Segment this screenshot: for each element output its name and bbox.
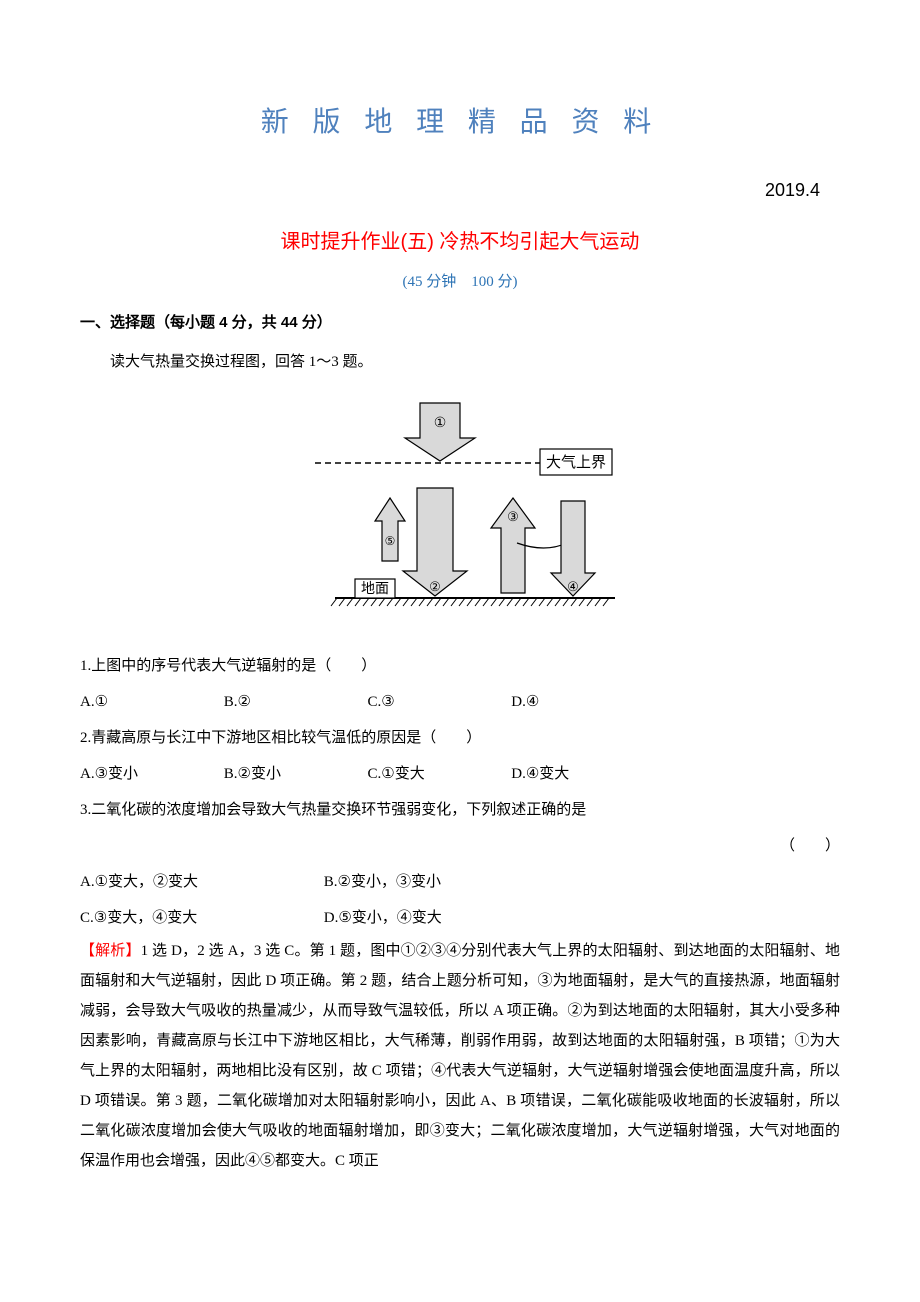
q3-option-c: C.③变大，④变大 bbox=[80, 900, 320, 936]
q3-option-d: D.⑤变小，④变大 bbox=[324, 900, 564, 936]
label-4: ④ bbox=[567, 579, 579, 594]
question-2-options: A.③变小 B.②变小 C.①变大 D.④变大 bbox=[80, 756, 840, 792]
q2-option-b: B.②变小 bbox=[224, 756, 364, 792]
lesson-duration: (45 分钟 100 分) bbox=[80, 270, 840, 291]
document-date: 2019.4 bbox=[80, 180, 840, 201]
label-2: ② bbox=[429, 579, 441, 594]
analysis-label: 【解析】 bbox=[80, 943, 141, 959]
q2-option-c: C.①变大 bbox=[368, 756, 508, 792]
page-root: 新 版 地 理 精 品 资 料 2019.4 课时提升作业(五) 冷热不均引起大… bbox=[0, 0, 920, 1236]
q2-option-d: D.④变大 bbox=[511, 756, 651, 792]
instruction-text: 读大气热量交换过程图，回答 1～3 题。 bbox=[80, 348, 840, 377]
q3-option-b: B.②变小，③变小 bbox=[324, 864, 564, 900]
label-ground: 地面 bbox=[361, 581, 389, 597]
question-3: 3.二氧化碳的浓度增加会导致大气热量交换环节强弱变化，下列叙述正确的是 bbox=[80, 792, 840, 828]
q3-option-a: A.①变大，②变大 bbox=[80, 864, 320, 900]
question-1-options: A.① B.② C.③ D.④ bbox=[80, 684, 840, 720]
lesson-title: 课时提升作业(五) 冷热不均引起大气运动 bbox=[80, 225, 840, 254]
label-3: ③ bbox=[507, 509, 519, 524]
label-upper-boundary: 大气上界 bbox=[546, 454, 606, 471]
q2-option-a: A.③变小 bbox=[80, 756, 220, 792]
question-3-paren: （ ） bbox=[80, 828, 840, 864]
label-5: ⑤ bbox=[385, 534, 396, 548]
question-2: 2.青藏高原与长江中下游地区相比较气温低的原因是（ ） bbox=[80, 720, 840, 756]
main-title: 新 版 地 理 精 品 资 料 bbox=[80, 100, 840, 140]
analysis-body: 1 选 D，2 选 A，3 选 C。第 1 题，图中①②③④分别代表大气上界的太… bbox=[80, 943, 840, 1169]
q1-option-d: D.④ bbox=[511, 684, 651, 720]
question-1: 1.上图中的序号代表大气逆辐射的是（ ） bbox=[80, 648, 840, 684]
question-3-options-row2: C.③变大，④变大 D.⑤变小，④变大 bbox=[80, 900, 840, 936]
section-heading: 一、选择题（每小题 4 分，共 44 分） bbox=[80, 311, 840, 332]
q1-option-c: C.③ bbox=[368, 684, 508, 720]
analysis-block: 【解析】1 选 D，2 选 A，3 选 C。第 1 题，图中①②③④分别代表大气… bbox=[80, 936, 840, 1176]
q1-option-a: A.① bbox=[80, 684, 220, 720]
question-3-options-row1: A.①变大，②变大 B.②变小，③变小 bbox=[80, 864, 840, 900]
q1-option-b: B.② bbox=[224, 684, 364, 720]
heat-exchange-diagram: 大气上界 bbox=[80, 393, 840, 628]
label-1: ① bbox=[434, 416, 447, 431]
